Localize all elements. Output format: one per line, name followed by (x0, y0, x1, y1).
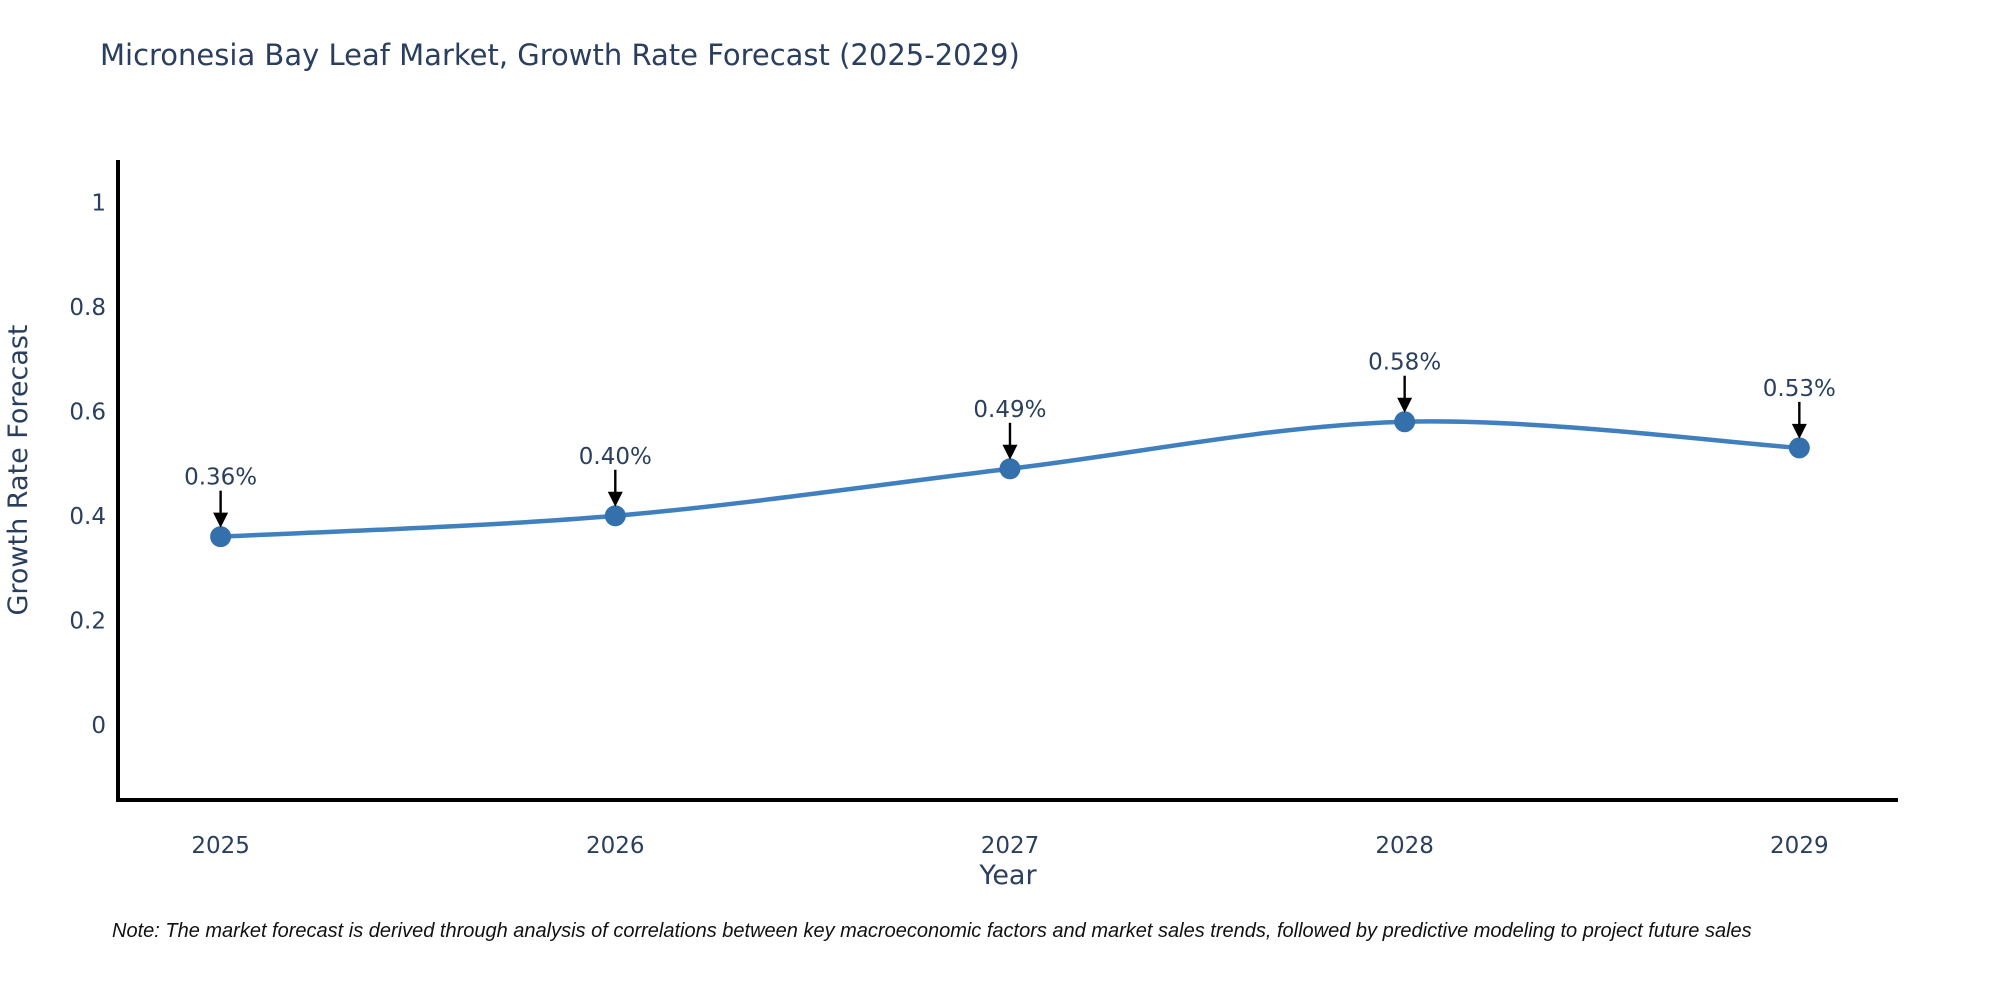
data-point-marker (999, 458, 1021, 480)
y-tick-label: 0.4 (69, 504, 106, 530)
y-tick-label: 0 (91, 713, 106, 739)
annotation-arrowhead (607, 491, 623, 507)
y-tick-label: 0.6 (69, 399, 106, 425)
annotation-label: 0.40% (579, 444, 652, 470)
data-point-marker (210, 526, 232, 548)
data-point-marker (1788, 437, 1810, 459)
annotation-arrowhead (213, 512, 229, 528)
annotation-label: 0.58% (1368, 350, 1441, 376)
x-tick-label: 2026 (586, 833, 645, 859)
annotation-label: 0.49% (973, 397, 1046, 423)
x-tick-label: 2028 (1375, 833, 1434, 859)
y-tick-label: 1 (91, 190, 106, 216)
data-point-marker (604, 505, 626, 527)
x-tick-label: 2029 (1770, 833, 1829, 859)
y-axis-title: Growth Rate Forecast (3, 324, 34, 615)
footnote: Note: The market forecast is derived thr… (112, 920, 1752, 942)
annotation-label: 0.36% (184, 465, 257, 491)
annotation-arrowhead (1791, 423, 1807, 439)
data-point-marker (1394, 411, 1416, 433)
y-tick-label: 0.2 (69, 608, 106, 634)
x-tick-label: 2025 (191, 833, 250, 859)
chart-title: Micronesia Bay Leaf Market, Growth Rate … (100, 38, 1020, 72)
x-axis-title: Year (978, 860, 1037, 891)
annotation-arrowhead (1002, 444, 1018, 460)
y-tick-label: 0.8 (69, 295, 106, 321)
annotation-arrowhead (1397, 397, 1413, 413)
annotation-label: 0.53% (1763, 376, 1836, 402)
x-tick-label: 2027 (981, 833, 1040, 859)
